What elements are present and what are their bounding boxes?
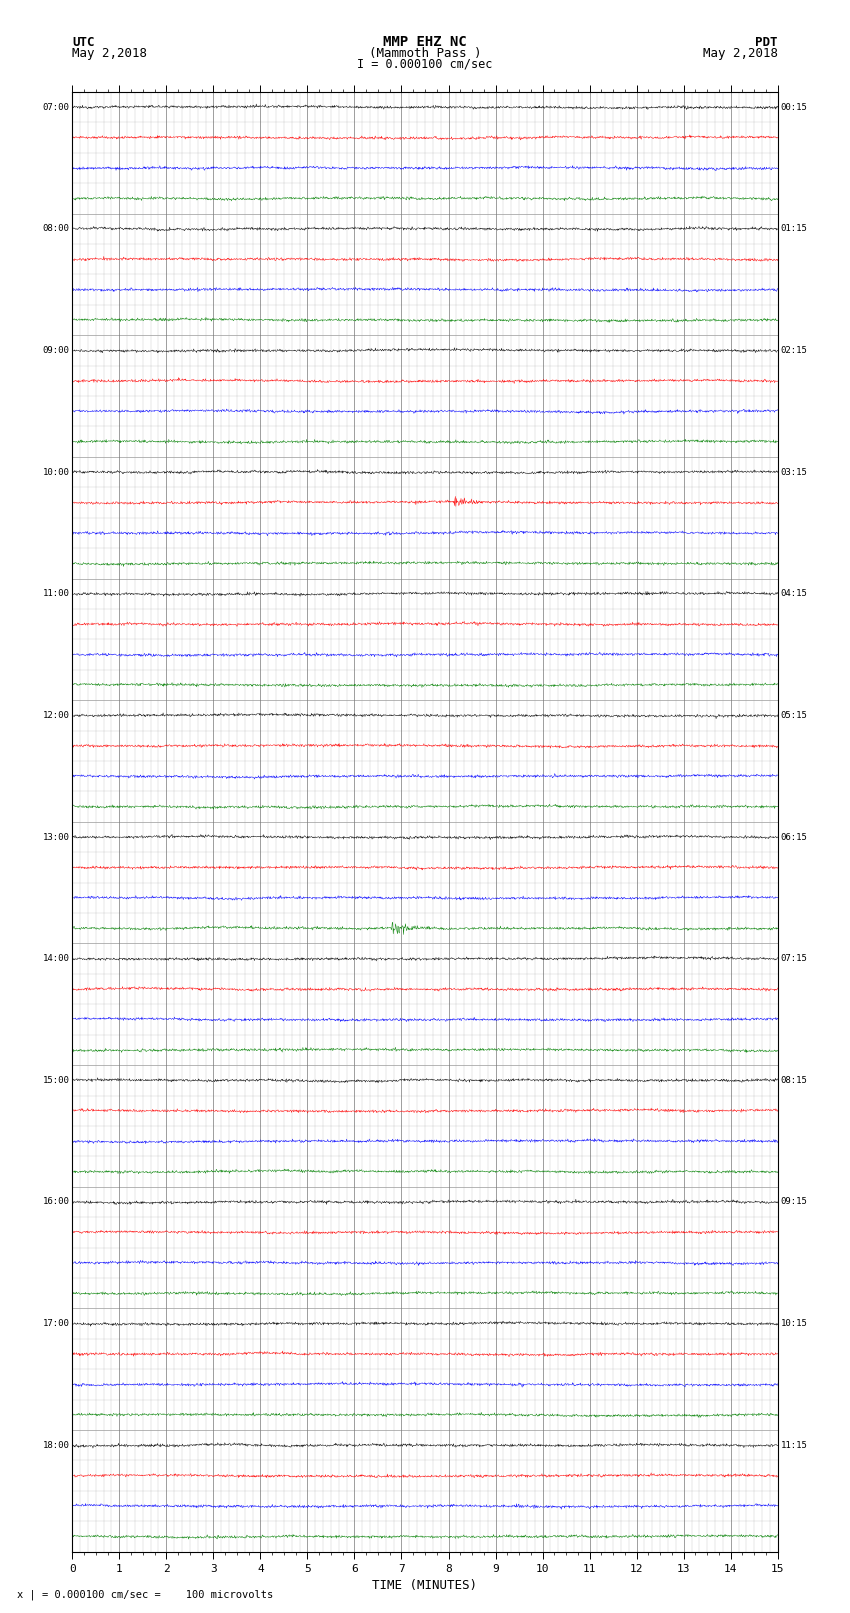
- Text: (Mammoth Pass ): (Mammoth Pass ): [369, 47, 481, 60]
- Text: 02:15: 02:15: [780, 345, 808, 355]
- Text: May 2,2018: May 2,2018: [72, 47, 147, 60]
- Text: 07:00: 07:00: [42, 103, 70, 111]
- Text: 15:00: 15:00: [42, 1076, 70, 1086]
- Text: 11:00: 11:00: [42, 589, 70, 598]
- Text: May 2,2018: May 2,2018: [703, 47, 778, 60]
- Text: 08:15: 08:15: [780, 1076, 808, 1086]
- Text: MMP EHZ NC: MMP EHZ NC: [383, 35, 467, 50]
- Text: 14:00: 14:00: [42, 955, 70, 963]
- Text: 06:15: 06:15: [780, 832, 808, 842]
- Text: 16:00: 16:00: [42, 1197, 70, 1207]
- Text: 01:15: 01:15: [780, 224, 808, 234]
- Text: 12:00: 12:00: [42, 711, 70, 719]
- Text: 10:15: 10:15: [780, 1319, 808, 1327]
- Text: 05:15: 05:15: [780, 711, 808, 719]
- Text: 10:00: 10:00: [42, 468, 70, 476]
- Text: 09:15: 09:15: [780, 1197, 808, 1207]
- Text: 00:15: 00:15: [780, 103, 808, 111]
- Text: 04:15: 04:15: [780, 589, 808, 598]
- Text: 18:00: 18:00: [42, 1440, 70, 1450]
- Text: 08:00: 08:00: [42, 224, 70, 234]
- X-axis label: TIME (MINUTES): TIME (MINUTES): [372, 1579, 478, 1592]
- Text: PDT: PDT: [756, 35, 778, 50]
- Text: 03:15: 03:15: [780, 468, 808, 476]
- Text: 11:15: 11:15: [780, 1440, 808, 1450]
- Text: I = 0.000100 cm/sec: I = 0.000100 cm/sec: [357, 58, 493, 71]
- Text: 17:00: 17:00: [42, 1319, 70, 1327]
- Text: x | = 0.000100 cm/sec =    100 microvolts: x | = 0.000100 cm/sec = 100 microvolts: [17, 1589, 273, 1600]
- Text: 09:00: 09:00: [42, 345, 70, 355]
- Text: 07:15: 07:15: [780, 955, 808, 963]
- Text: UTC: UTC: [72, 35, 94, 50]
- Text: 13:00: 13:00: [42, 832, 70, 842]
